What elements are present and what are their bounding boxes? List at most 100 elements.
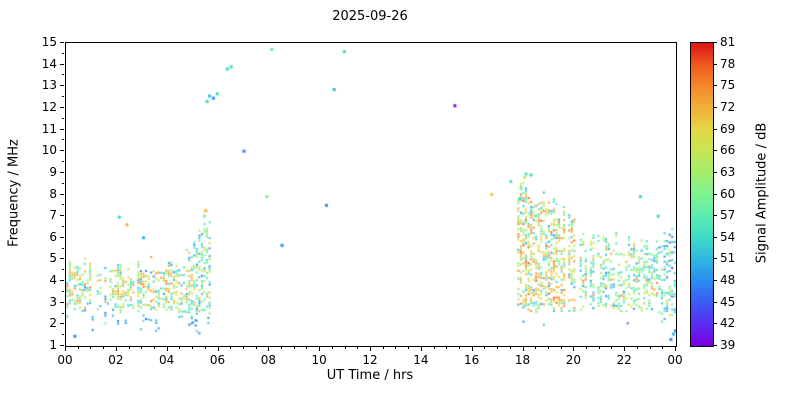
y-tick-label: 15	[41, 35, 57, 49]
x-tick-label: 18	[514, 353, 531, 367]
y-minor-tick	[62, 161, 64, 163]
x-tick	[471, 347, 473, 351]
y-tick	[60, 42, 64, 43]
y-tick-label: 8	[49, 186, 57, 201]
x-minor-tick	[331, 347, 333, 349]
x-minor-tick	[547, 347, 549, 349]
x-tick-label: 16	[464, 353, 480, 367]
x-tick-label: 22	[616, 353, 632, 367]
x-tick	[624, 347, 626, 351]
x-tick-label: 00	[57, 353, 73, 367]
colorbar-tick	[714, 258, 717, 260]
x-tick	[319, 347, 321, 351]
x-minor-tick	[611, 347, 613, 349]
x-tick	[370, 347, 371, 351]
colorbar-tick-label: 69	[720, 121, 736, 136]
x-minor-tick	[586, 347, 588, 349]
y-tick	[60, 345, 64, 346]
colorbar-tick-label: 75	[720, 78, 736, 93]
x-minor-tick	[535, 347, 537, 349]
y-tick-label: 11	[41, 121, 57, 136]
colorbar-tick-label: 81	[720, 35, 736, 49]
colorbar-tick	[714, 42, 717, 43]
colorbar-tick	[714, 128, 717, 130]
y-minor-tick	[62, 334, 64, 336]
x-tick	[675, 347, 676, 351]
x-tick	[65, 347, 66, 351]
x-minor-tick	[90, 347, 92, 349]
plot-area	[65, 42, 677, 347]
x-minor-tick	[192, 347, 194, 349]
y-minor-tick	[62, 96, 64, 98]
y-tick-label: 10	[41, 143, 57, 158]
x-minor-tick	[344, 347, 346, 349]
colorbar-tick	[714, 215, 717, 217]
x-minor-tick	[395, 347, 397, 349]
x-minor-tick	[649, 347, 651, 349]
y-tick-label: 12	[41, 99, 57, 114]
x-minor-tick	[128, 347, 130, 349]
x-minor-tick	[458, 347, 460, 349]
colorbar-tick-label: 54	[720, 229, 736, 244]
x-tick	[166, 347, 168, 351]
x-minor-tick	[242, 347, 244, 349]
y-tick	[60, 171, 64, 173]
y-tick-label: 4	[49, 273, 57, 288]
x-minor-tick	[636, 347, 638, 349]
y-minor-tick	[62, 290, 64, 292]
y-tick	[60, 63, 64, 65]
x-tick-label: 12	[362, 353, 378, 367]
y-minor-tick	[62, 247, 64, 249]
spectrogram-canvas	[66, 43, 676, 346]
x-minor-tick	[408, 347, 410, 349]
colorbar-tick	[714, 236, 717, 238]
y-tick	[60, 128, 64, 130]
x-tick-label: 20	[565, 353, 581, 367]
y-minor-tick	[62, 74, 64, 76]
y-minor-tick	[62, 182, 64, 184]
y-minor-tick	[62, 52, 64, 54]
x-minor-tick	[255, 347, 257, 349]
colorbar-canvas	[691, 43, 713, 346]
y-tick	[60, 85, 64, 87]
x-tick	[217, 347, 219, 351]
x-minor-tick	[293, 347, 295, 349]
y-minor-tick	[62, 269, 64, 271]
colorbar-tick	[714, 345, 717, 346]
y-tick-label: 9	[49, 164, 57, 179]
x-tick-label: 06	[209, 353, 226, 367]
colorbar-tick-label: 72	[720, 99, 736, 114]
colorbar-tick-label: 45	[720, 294, 736, 309]
x-minor-tick	[598, 347, 600, 349]
x-tick-label: 10	[311, 353, 327, 367]
x-minor-tick	[662, 347, 664, 349]
y-minor-tick	[62, 312, 64, 314]
x-tick-label: 02	[108, 353, 124, 367]
colorbar-tick-label: 48	[720, 273, 736, 288]
x-minor-tick	[357, 347, 359, 349]
x-minor-tick	[281, 347, 283, 349]
colorbar-tick	[714, 280, 717, 282]
x-tick	[420, 347, 422, 351]
y-axis-label: Frequency / MHz	[6, 139, 22, 247]
y-minor-tick	[62, 204, 64, 206]
x-tick	[573, 347, 575, 351]
colorbar-tick	[714, 323, 717, 325]
x-minor-tick	[560, 347, 562, 349]
colorbar-tick	[714, 150, 717, 152]
y-tick	[60, 193, 64, 195]
colorbar-tick-label: 60	[720, 186, 736, 201]
y-tick-label: 13	[41, 78, 57, 93]
y-tick	[60, 301, 64, 303]
x-minor-tick	[433, 347, 435, 349]
x-tick	[115, 347, 117, 351]
x-tick-label: 08	[260, 353, 276, 367]
x-tick	[268, 347, 270, 351]
colorbar-tick-label: 63	[720, 164, 736, 179]
y-tick	[60, 280, 64, 282]
y-tick	[60, 236, 64, 238]
x-tick-label: 04	[159, 353, 175, 367]
y-tick	[60, 106, 64, 108]
y-tick	[60, 258, 64, 260]
